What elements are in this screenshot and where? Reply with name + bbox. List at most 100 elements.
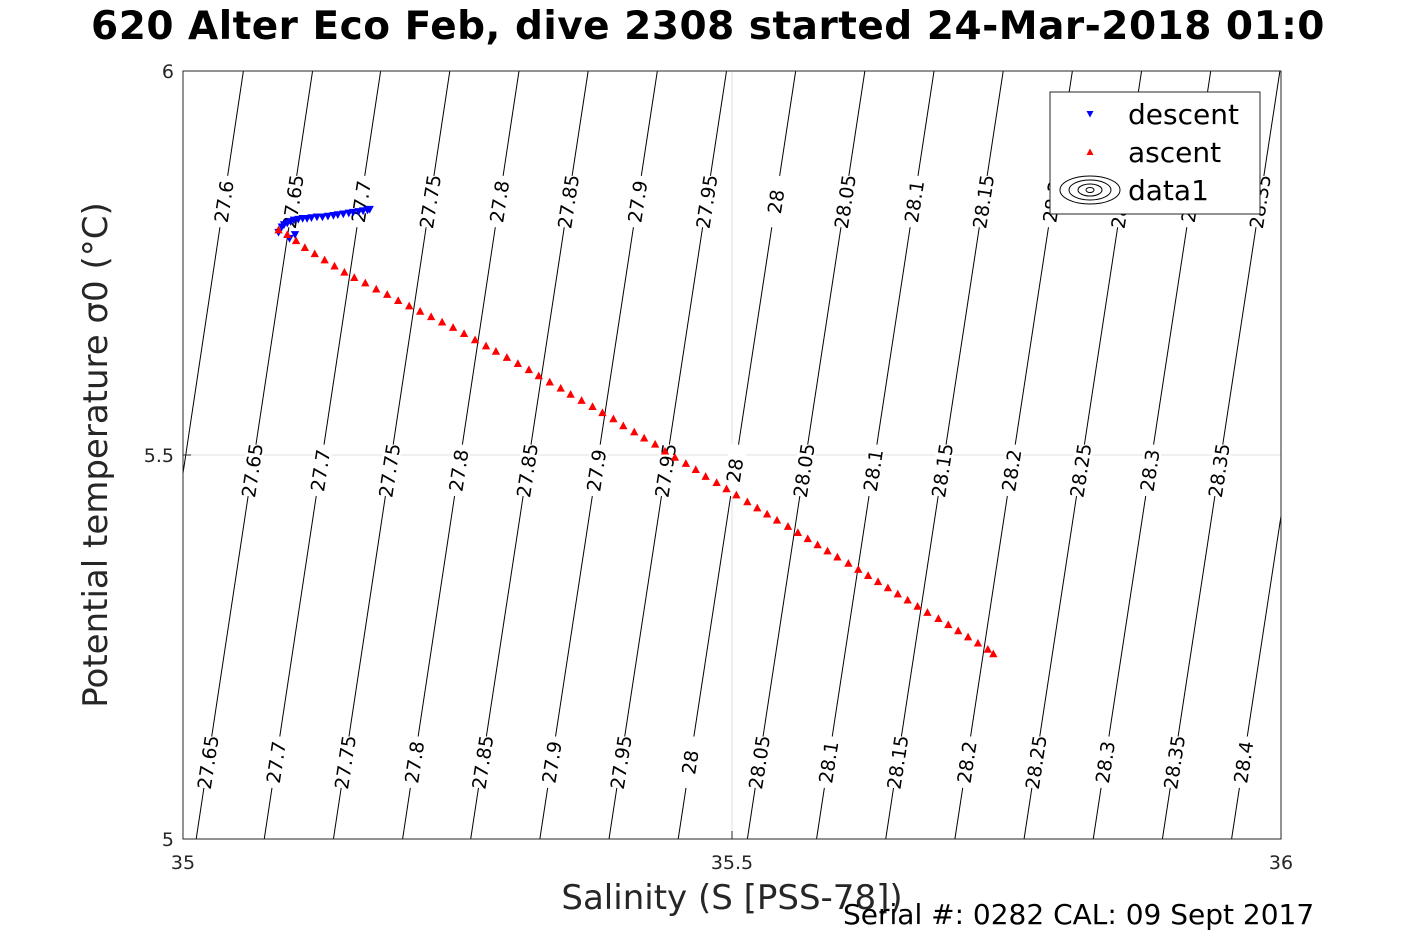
ascent-point — [361, 278, 370, 287]
x-tick-label: 35.5 — [711, 852, 753, 874]
ascent-point — [681, 459, 691, 467]
contour-label-bg — [307, 443, 333, 498]
contour-label-bg — [332, 735, 358, 790]
contour-label-bg — [953, 735, 980, 790]
ascent-point — [448, 323, 458, 331]
contour-label-bg — [376, 443, 403, 498]
ascent-point — [524, 365, 534, 374]
contour-label-bg — [417, 174, 443, 229]
contour-label-bg — [746, 735, 772, 790]
contour-label-bg — [195, 735, 221, 790]
legend: descent ascent data1 — [1049, 91, 1261, 215]
contour-label-bg — [263, 735, 289, 790]
ascent-point — [833, 552, 842, 561]
ascent-point — [844, 558, 853, 567]
contour-label-bg — [970, 174, 997, 229]
contour-label-bg — [348, 174, 374, 229]
ascent-point — [722, 484, 731, 493]
ascent-point — [383, 290, 392, 298]
ascent-point — [913, 601, 922, 610]
legend-label-data1: data1 — [1128, 174, 1209, 207]
contour-label-bg — [607, 735, 634, 790]
ascent-point — [670, 452, 680, 461]
ascent-point — [491, 346, 501, 355]
ascent-point — [630, 427, 639, 436]
descent-point — [339, 210, 348, 219]
legend-ascent-marker — [1086, 148, 1094, 155]
ascent-point — [481, 341, 491, 350]
contour-label-bg — [762, 174, 789, 229]
ascent-point — [405, 301, 414, 310]
ascent-point — [372, 284, 381, 293]
ascent-point — [954, 626, 963, 635]
ascent-point — [863, 571, 873, 579]
contour-label: 28 — [678, 749, 703, 776]
y-axis-label-text: Potential temperature σ0 (°C) — [76, 202, 116, 708]
contour-label-bg — [884, 735, 911, 790]
descent-point — [307, 214, 316, 223]
ascent-point — [743, 497, 752, 506]
ascent-point — [274, 225, 283, 234]
ascent-point — [823, 546, 832, 555]
ascent-point — [283, 230, 292, 238]
descent-point — [312, 213, 322, 222]
legend-contour-ring — [1085, 187, 1095, 193]
ascent-point — [660, 446, 670, 455]
ascent-point — [340, 267, 349, 276]
ascent-point — [650, 439, 660, 448]
contour-label-bg — [1136, 443, 1163, 498]
contour-label-bg — [1161, 735, 1187, 790]
contour-label-bg — [583, 443, 610, 498]
contour-label-bg — [693, 174, 720, 229]
ascent-point — [873, 577, 883, 586]
ascent-point — [577, 396, 586, 404]
contour-label-bg — [486, 174, 512, 229]
contour-label-bg — [514, 443, 540, 498]
ascent-point — [753, 503, 762, 512]
contour-label-bg — [555, 174, 582, 229]
ascent-point — [320, 255, 329, 264]
y-tick-label: 5 — [162, 829, 174, 851]
ascent-point — [513, 359, 523, 368]
ascent-point — [639, 433, 649, 442]
legend-descent-marker — [1086, 111, 1094, 118]
ascent-point — [903, 595, 912, 604]
x-tick-label: 36 — [1269, 852, 1293, 874]
contour-label-bg — [1092, 735, 1118, 790]
ascent-point — [762, 509, 772, 518]
contour-label-bg — [815, 735, 842, 790]
legend-label-descent: descent — [1128, 98, 1239, 131]
x-axis-label: Salinity (S [PSS-78]) — [561, 878, 903, 918]
descent-point — [349, 208, 358, 217]
ascent-point — [813, 540, 822, 549]
descent-point — [333, 211, 342, 219]
ascent-point — [963, 632, 973, 641]
legend-contour-ring — [1068, 179, 1112, 201]
contour-label-bg — [860, 443, 886, 498]
y-tick-label: 6 — [162, 61, 174, 83]
descent-point — [290, 231, 300, 239]
contour-label-bg — [1230, 735, 1257, 790]
contour-label-bg — [901, 174, 927, 229]
contour-label-bg — [721, 443, 748, 498]
ascent-point — [459, 329, 469, 338]
y-tick-label: 5.5 — [144, 445, 174, 467]
ascent-point — [783, 522, 793, 530]
ascent-point — [793, 528, 803, 536]
contour-label-bg — [624, 174, 651, 229]
ascent-point — [934, 614, 943, 622]
legend-contour-icon — [1059, 175, 1121, 205]
contour-label-bg — [538, 735, 565, 790]
ascent-point — [712, 478, 721, 487]
ascent-point — [394, 296, 403, 305]
contour-label-bg — [401, 735, 428, 790]
ascent-point — [300, 243, 310, 252]
ascent-point — [330, 261, 339, 270]
ascent-point — [588, 402, 597, 411]
ascent-point — [502, 353, 512, 361]
contour-label-bg — [1205, 443, 1232, 498]
ascent-point — [803, 534, 812, 543]
contour-label-bg — [469, 735, 496, 790]
